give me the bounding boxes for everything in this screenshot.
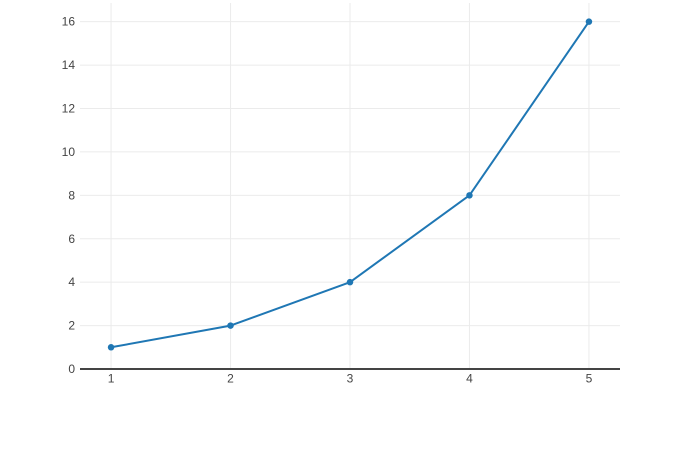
x-tick-label: 1 — [108, 372, 115, 386]
y-tick-label: 10 — [62, 145, 76, 159]
data-series — [107, 18, 593, 351]
x-tick-label: 2 — [227, 372, 234, 386]
y-tick-label: 0 — [68, 362, 75, 376]
y-tick-label: 16 — [62, 15, 76, 29]
x-tick-label: 3 — [347, 372, 354, 386]
y-tick-label: 2 — [68, 319, 75, 333]
data-point[interactable] — [346, 278, 354, 286]
data-point[interactable] — [585, 18, 593, 25]
y-tick-label: 8 — [68, 188, 75, 202]
data-point[interactable] — [227, 322, 234, 329]
y-tick-label: 4 — [68, 275, 75, 289]
data-point[interactable] — [107, 344, 115, 351]
grid-lines — [80, 3, 620, 369]
x-tick-label: 5 — [586, 372, 593, 386]
data-point[interactable] — [466, 192, 473, 199]
y-tick-label: 14 — [62, 58, 76, 72]
y-tick-label: 12 — [62, 102, 76, 116]
y-tick-label: 6 — [68, 232, 75, 246]
x-tick-label: 4 — [466, 372, 473, 386]
